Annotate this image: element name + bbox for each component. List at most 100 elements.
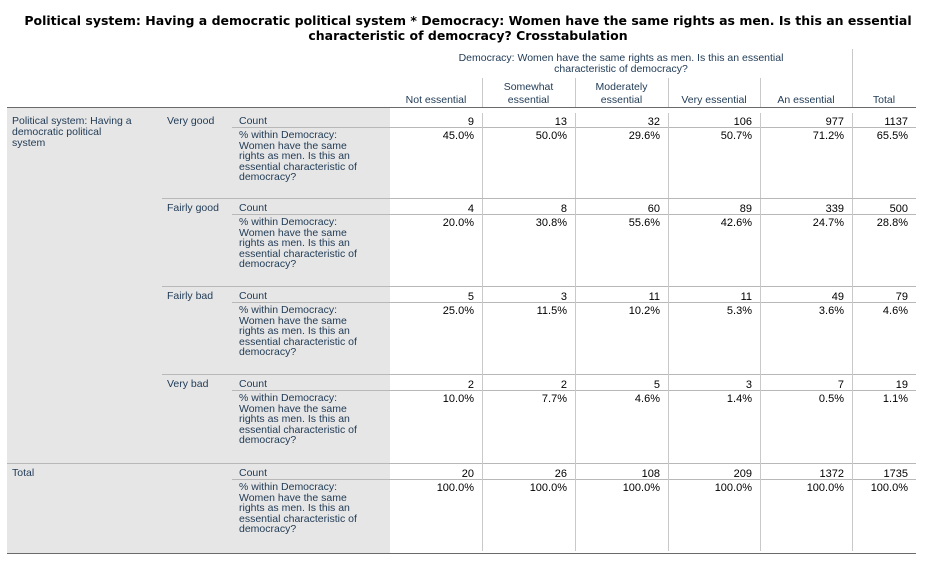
column-divider [852, 199, 853, 200]
column-divider [852, 49, 853, 107]
table-cell-percent: 4.6% [882, 305, 908, 317]
table-cell-count: 500 [889, 203, 908, 215]
column-divider [668, 78, 669, 107]
row-category-label: Fairly bad [167, 290, 214, 302]
stat-label-count: Count [239, 467, 268, 479]
column-divider [760, 199, 761, 200]
table-cell-percent: 7.7% [541, 393, 567, 405]
stat-label-percent: rights as men. Is this an [239, 413, 350, 425]
count-row-rule [232, 302, 916, 303]
table-cell-count: 2 [467, 379, 474, 391]
table-cell-percent: 100.0% [870, 482, 908, 494]
table-cell-percent: 10.2% [628, 305, 660, 317]
table-cell-percent: 3.6% [818, 305, 844, 317]
column-divider [482, 462, 483, 465]
stat-label-percent: essential characteristic of [239, 512, 357, 525]
stat-label-percent: Women have the same [239, 491, 347, 504]
table-cell-count: 1735 [883, 468, 908, 480]
stat-label-percent: democracy? [239, 346, 297, 358]
count-row-rule [232, 479, 916, 480]
column-divider [852, 200, 853, 286]
table-cell-percent: 20.0% [442, 217, 474, 229]
row-category-label: Fairly good [167, 202, 219, 214]
table-bottom-rule [7, 553, 916, 554]
stat-label-percent: democracy? [239, 434, 297, 446]
column-divider [760, 200, 761, 286]
table-cell-percent: 10.0% [442, 393, 474, 405]
table-cell-percent: 4.6% [634, 393, 660, 405]
group-rule [162, 286, 916, 287]
table-cell-count: 49 [831, 291, 844, 303]
column-divider [575, 462, 576, 465]
column-divider [575, 376, 576, 462]
table-cell-percent: 55.6% [628, 217, 660, 229]
table-cell-percent: 71.2% [812, 130, 844, 142]
column-variable-title-line-2: characteristic of democracy? [554, 63, 688, 75]
group-rule [162, 374, 916, 375]
stat-label-count: Count [239, 115, 268, 127]
stat-label-percent: rights as men. Is this an [239, 325, 350, 337]
column-divider [852, 374, 853, 376]
column-divider [760, 462, 761, 465]
table-cell-percent: 50.7% [720, 130, 752, 142]
column-divider [575, 286, 576, 288]
stat-label-percent: % within Democracy: [239, 129, 338, 141]
column-divider [668, 376, 669, 462]
table-cell-count: 1372 [819, 468, 844, 480]
table-cell-count: 2 [560, 379, 567, 391]
stat-label-percent: essential characteristic of [239, 247, 357, 260]
total-row-label: Total [12, 467, 35, 479]
column-divider [852, 376, 853, 462]
stat-label-percent: % within Democracy: [239, 216, 338, 228]
stat-label-count: Count [239, 290, 268, 302]
column-divider [760, 286, 761, 288]
column-divider [575, 113, 576, 199]
table-cell-count: 1137 [884, 116, 908, 128]
stat-label-count: Count [239, 202, 268, 214]
table-cell-count: 32 [647, 116, 660, 128]
column-divider [668, 113, 669, 199]
column-divider [760, 465, 761, 551]
count-row-rule [232, 214, 916, 215]
table-cell-percent: 100.0% [806, 482, 844, 494]
column-variable-title-line-1: Democracy: Women have the same rights as… [458, 52, 784, 64]
table-cell-count: 7 [837, 379, 844, 391]
column-divider [482, 376, 483, 462]
column-divider [668, 199, 669, 200]
table-cell-percent: 45.0% [442, 130, 474, 142]
column-divider [852, 286, 853, 288]
group-rule [162, 198, 916, 199]
table-cell-count: 9 [467, 116, 474, 128]
column-divider [482, 113, 483, 199]
column-header: Not essential [405, 94, 467, 106]
table-cell-percent: 100.0% [529, 482, 567, 494]
table-cell-count: 5 [653, 379, 660, 391]
row-variable-label-line-1: Political system: Having a [12, 115, 132, 127]
table-cell-percent: 1.1% [882, 393, 908, 405]
column-header-line-1: Somewhat [503, 81, 554, 93]
column-header: An essential [777, 94, 835, 106]
stat-label-percent: Women have the same [239, 139, 347, 152]
stat-label-percent: democracy? [239, 523, 297, 535]
table-cell-count: 3 [560, 291, 567, 303]
table-cell-percent: 30.8% [535, 217, 567, 229]
column-divider [760, 288, 761, 374]
column-divider [575, 199, 576, 200]
stat-label-percent: % within Democracy: [239, 481, 338, 493]
column-divider [482, 374, 483, 376]
column-divider [852, 288, 853, 374]
table-cell-percent: 42.6% [720, 217, 752, 229]
column-divider [575, 374, 576, 376]
column-divider [482, 199, 483, 200]
column-divider [668, 374, 669, 376]
row-category-label: Very bad [167, 378, 209, 390]
column-divider [852, 465, 853, 551]
stat-label-percent: democracy? [239, 171, 297, 183]
row-label-area [7, 108, 390, 553]
table-cell-percent: 5.3% [726, 305, 752, 317]
column-header: essential [507, 94, 550, 106]
table-cell-count: 339 [825, 203, 844, 215]
table-cell-count: 3 [745, 379, 752, 391]
table-cell-percent: 28.8% [876, 217, 908, 229]
row-variable-label-line-2: democratic political [12, 126, 102, 138]
